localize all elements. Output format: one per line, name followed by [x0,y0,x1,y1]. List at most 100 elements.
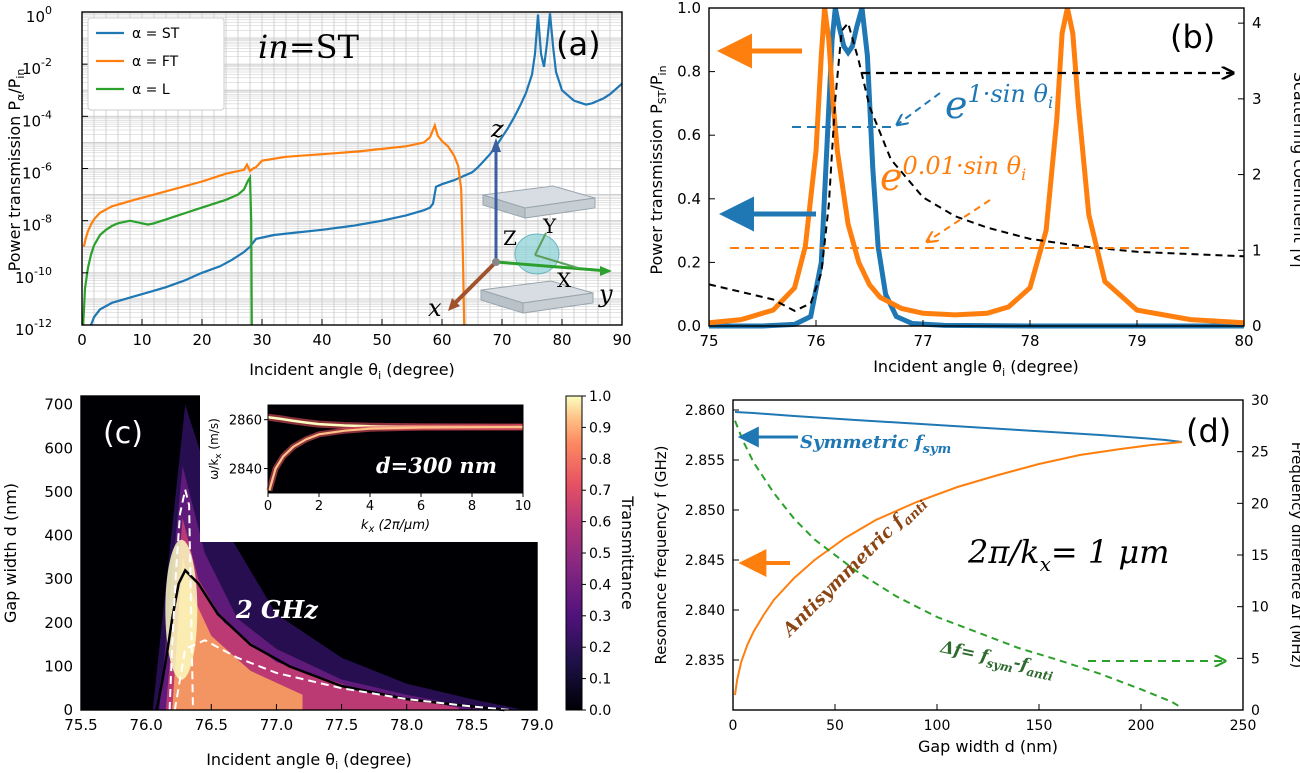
panel-c-axes: 75.5 76.0 76.5 77.0 77.5 78.0 78.5 79.001002003… [44,396,553,734]
x-tick-label: 78.5 [455,716,488,734]
series-line-st [89,13,623,326]
series-line-st [709,7,1244,329]
inset-x-tick-label: 8 [468,499,476,514]
y2-tick-label: 5 [1251,651,1260,667]
x-tick-label: 30 [252,331,271,349]
inset-x-label: x [428,294,442,322]
y-tick-label: 10-8 [22,213,52,235]
panel-b-annotation-orange: e0.01·sin θi [880,152,1026,199]
heatmap-contours [155,489,511,712]
x-tick-label: 79.0 [520,716,553,734]
panel-c-xlabel: Incident angle θi (degree) [206,750,412,772]
x-tick-label: 77.0 [260,716,293,734]
colorbar-tick-label: 0.3 [589,609,611,625]
y-tick-label: 0.4 [677,190,701,208]
x-tick-label: 76 [806,332,825,350]
y-tick-exponent: -2 [41,56,52,69]
y-axis-arrow [495,260,609,273]
series-line-scatter [708,21,1245,313]
panel-d-tag: (d) [1186,412,1231,450]
inset-x-tick-label: 10 [515,499,532,514]
blue-pointer-arrow [898,92,941,124]
y-tick-label: 100 [26,4,52,26]
y2-tick-label: 4 [1252,14,1262,32]
panel-c-ylabel: Gap width d (nm) [1,483,20,623]
colorbar-tick-label: 0.6 [589,515,611,531]
y-tick-label: 2.860 [685,403,725,419]
y-tick-label: 10-12 [15,317,52,339]
y-tick-label: 0 [63,701,73,719]
x-tick-label: 10 [132,331,151,349]
x-tick-label: 75 [699,332,718,350]
y-tick-label: 300 [44,570,73,588]
y2-tick-label: 20 [1251,496,1269,512]
inset-y-tick-label: 2860 [229,414,262,429]
panel-b-frame [708,7,1245,327]
y2-tick-label: 0 [1251,703,1260,719]
panel-a-tag: (a) [556,25,601,63]
y2-tick-label: 15 [1251,548,1269,564]
legend-item-l: α = L [132,82,170,98]
y2-tick-label: 25 [1251,445,1269,461]
inset-frame [267,404,524,494]
y2-tick-label: 30 [1251,393,1269,409]
series-line-ft [82,122,466,326]
inset-Y-label: Y [542,214,557,238]
y-tick-label: 500 [44,483,73,501]
y-tick-label: 400 [44,527,73,545]
colorbar-label: Transmittance [618,495,637,609]
panel-b-y2label: Scattering coefficient |v̄| [1290,72,1300,268]
panel-b-ylabel: Power transmission PST/Pin [647,65,669,274]
label-symmetric: Symmetric fsym [800,432,951,457]
inset-x-tick-label: 2 [315,499,323,514]
y-tick-label: 2.835 [685,653,725,669]
y-tick-label: 2.855 [685,453,725,469]
y-tick-label: 0.2 [677,253,701,271]
panel-c: 75.5 76.0 76.5 77.0 77.5 78.0 78.5 79.001002003… [1,389,637,772]
y-tick-exponent: -4 [41,108,52,121]
colorbar-tick-label: 0.7 [589,483,611,499]
x-tick-label: 76.0 [129,716,162,734]
x-tick-label: 80 [1234,332,1253,350]
x-tick-label: 250 [1230,718,1257,734]
inset-y-tick-label: 2840 [229,463,262,478]
inset-annotation: d=300 nm [376,453,497,478]
x-tick-label: 200 [1128,718,1155,734]
panel-c-inset: 0 2 4 6 8 10 2840 2860 kx (2π/μm) ω/kx (m/s) d=300… [207,404,532,535]
x-tick-label: 78 [1020,332,1039,350]
inset-x-tick-label: 4 [366,499,374,514]
inset-xlabel-unit: (2π/μm) [374,518,430,533]
inset-xlabel-sub: x [367,524,374,535]
x-tick-label: 78.0 [390,716,423,734]
dashed-contour [173,639,511,711]
x-tick-label: 60 [432,331,451,349]
panel-a-series [82,13,623,326]
x-tick-label: 79 [1127,332,1146,350]
colorbar [565,395,583,711]
series-line-df [734,420,1183,709]
x-tick-label: 0 [77,331,87,349]
inset-lower-branch [268,425,524,491]
panel-b-annotation-blue: e1·sin θi [945,80,1053,127]
colorbar-tick-label: 0.1 [589,672,611,688]
colorbar-tick-label: 0.9 [589,420,611,436]
inset-xlabel: kx (2π/μm) [361,518,430,535]
panel-a-ylabel: Power transmission Pα/Pin [5,69,27,272]
y2-tick-label: 0 [1252,317,1262,335]
y-tick-label: 0.6 [677,126,701,144]
series-line-anti [734,441,1182,696]
colorbar-ticks: 0.0 0.1 0.2 0.3 0.4 0.5 0.6 0.7 0.8 0.9 1.0 [582,389,611,719]
y-tick-label: 200 [44,614,73,632]
y-tick-label: 10-6 [22,161,52,183]
panel-d-ylabel: Resonance frequency f (GHz) [652,446,670,665]
panel-a-xlabel: Incident angle θi (degree) [249,360,455,382]
y2-tick-label: 10 [1251,600,1269,616]
panel-b-axes: 75 76 77 78 79 80 0.0 0.2 0.4 0.6 0.8 1.0 0 1 2 3 4 [677,0,1261,350]
inset-Z-label: Z [503,226,517,250]
heat-core [172,557,303,710]
panel-b-series [708,7,1245,329]
x-tick-label: 40 [312,331,331,349]
x-tick-label: 77.5 [325,716,358,734]
inset-ylabel: ω/kx (m/s) [207,418,224,480]
panel-b: 75 76 77 78 79 80 0.0 0.2 0.4 0.6 0.8 1.0 0 1 2 3 4 e1·s… [647,0,1300,379]
